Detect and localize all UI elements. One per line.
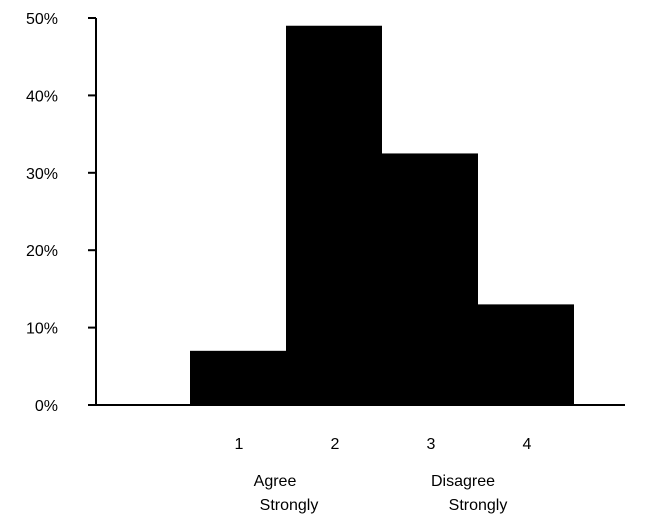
bar-2 [286,25,382,406]
y-axis: 0% 10% 20% 30% 40% 50% [26,11,97,415]
bar-4 [478,304,574,405]
bars-group [190,25,574,406]
x-tick-label-4: 4 [523,436,532,453]
y-tick-label-20: 20% [26,243,58,260]
x-tick-label-3: 3 [427,436,436,453]
annotation-right-line1: Disagree [431,473,495,490]
annotation-left-line2: Strongly [260,497,319,514]
annotation-left-line1: Agree [254,473,297,490]
y-tick-label-50: 50% [26,11,58,28]
y-tick-label-0: 0% [35,398,58,415]
x-tick-label-2: 2 [331,436,340,453]
x-axis: 1 2 3 4 [96,404,625,453]
x-tick-label-1: 1 [235,436,244,453]
bar-3 [382,153,478,405]
annotation-right-line2: Strongly [449,497,508,514]
y-tick-label-10: 10% [26,321,58,338]
bar-1 [190,350,286,405]
y-tick-label-30: 30% [26,166,58,183]
y-tick-label-40: 40% [26,88,58,105]
